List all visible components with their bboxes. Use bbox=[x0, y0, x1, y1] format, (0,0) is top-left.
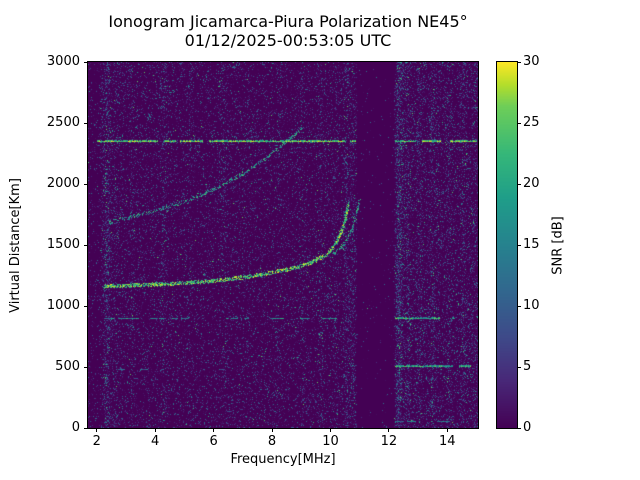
x-tick-label: 4 bbox=[151, 434, 160, 449]
ionogram-heatmap bbox=[87, 61, 479, 429]
colorbar-tick-label: 15 bbox=[523, 237, 540, 252]
y-tick-mark bbox=[84, 366, 88, 368]
x-tick-label: 12 bbox=[380, 434, 398, 449]
colorbar-tick-mark bbox=[517, 183, 521, 185]
colorbar-tick-label: 0 bbox=[523, 420, 532, 435]
colorbar-tick-mark bbox=[517, 61, 521, 63]
x-tick-mark bbox=[213, 428, 215, 432]
x-tick-mark bbox=[96, 428, 98, 432]
x-tick-label: 8 bbox=[267, 434, 277, 449]
y-tick-mark bbox=[84, 244, 88, 246]
x-axis-label: Frequency[MHz] bbox=[230, 452, 336, 467]
colorbar-tick-label: 20 bbox=[523, 176, 540, 191]
colorbar-label: SNR [dB] bbox=[550, 215, 566, 275]
x-tick-mark bbox=[329, 428, 331, 432]
colorbar-tick-mark bbox=[517, 244, 521, 246]
colorbar-tick-label: 10 bbox=[523, 298, 540, 313]
x-tick-mark bbox=[446, 428, 448, 432]
x-tick-mark bbox=[388, 428, 390, 432]
colorbar-tick-mark bbox=[517, 122, 521, 124]
x-tick-label: 6 bbox=[209, 434, 218, 449]
colorbar-tick-mark bbox=[517, 427, 521, 429]
y-tick-label: 1000 bbox=[46, 298, 80, 313]
y-tick-mark bbox=[84, 122, 88, 124]
chart-subtitle: 01/12/2025-00:53:05 UTC bbox=[184, 31, 392, 50]
colorbar-tick-label: 5 bbox=[523, 359, 532, 374]
x-tick-mark bbox=[271, 428, 273, 432]
x-tick-mark bbox=[154, 428, 156, 432]
colorbar-label-box: SNR [dB] bbox=[548, 62, 568, 428]
y-axis-label: Virtual Distance[Km] bbox=[7, 177, 23, 313]
y-tick-label: 2500 bbox=[46, 115, 80, 130]
y-tick-label: 500 bbox=[55, 359, 80, 374]
x-tick-label: 10 bbox=[322, 434, 339, 449]
colorbar-tick-mark bbox=[517, 305, 521, 307]
y-tick-mark bbox=[84, 305, 88, 307]
colorbar bbox=[496, 61, 518, 429]
y-tick-label: 2000 bbox=[46, 176, 80, 191]
y-tick-label: 0 bbox=[71, 420, 80, 435]
x-tick-label: 2 bbox=[92, 434, 101, 449]
colorbar-tick-label: 30 bbox=[523, 54, 540, 69]
y-tick-mark bbox=[84, 183, 88, 185]
x-tick-label: 14 bbox=[439, 434, 456, 449]
colorbar-tick-label: 25 bbox=[523, 115, 540, 130]
y-tick-label: 3000 bbox=[46, 54, 80, 69]
y-tick-mark bbox=[84, 427, 88, 429]
y-tick-label: 1500 bbox=[46, 237, 80, 252]
chart-title: Ionogram Jicamarca-Piura Polarization NE… bbox=[108, 12, 468, 31]
y-tick-mark bbox=[84, 61, 88, 63]
y-axis-label-box: Virtual Distance[Km] bbox=[5, 62, 25, 428]
colorbar-tick-mark bbox=[517, 366, 521, 368]
